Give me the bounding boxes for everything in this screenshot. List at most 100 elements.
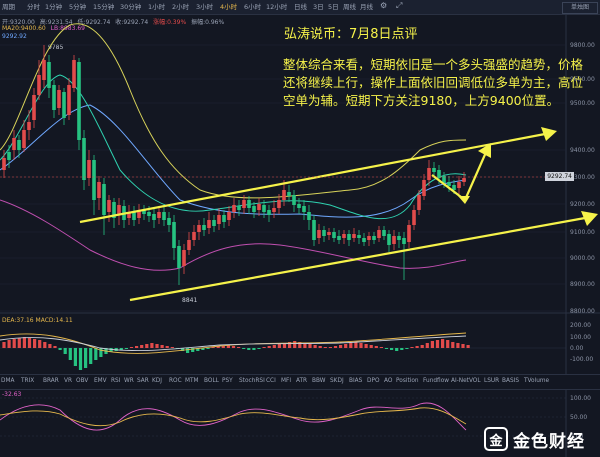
candle-body	[17, 140, 21, 150]
low-value: 低:9292.74	[77, 19, 111, 26]
tab-indicator-trix[interactable]: TRIX	[21, 378, 35, 384]
candle-body	[52, 85, 56, 110]
macd-bar	[395, 348, 399, 351]
tab-indicator-emv[interactable]: EMV	[94, 378, 107, 384]
macd-bar	[145, 344, 149, 348]
projection-arrow-icon	[478, 143, 491, 158]
tab-timeframe-15[interactable]: 月线	[360, 3, 373, 11]
price-axis-label: 9000.00	[570, 255, 595, 262]
tab-indicator-vr[interactable]: VR	[64, 378, 72, 384]
tab-indicator-dpo[interactable]: DPO	[367, 378, 380, 384]
candle-body	[277, 200, 281, 208]
candle-body	[367, 236, 371, 240]
tab-indicator-bbw[interactable]: BBW	[312, 378, 326, 384]
tab-indicator-fundflow[interactable]: Fundflow	[423, 378, 449, 384]
candle-body	[317, 230, 321, 238]
price-axis-label: 9400.00	[570, 147, 595, 154]
tab-indicator-psy[interactable]: PSY	[222, 378, 233, 384]
candle-body	[377, 230, 381, 238]
tab-indicator-skdj[interactable]: SKDJ	[330, 378, 344, 384]
macd-bar	[43, 342, 47, 348]
macd-bar	[150, 343, 154, 348]
settings-gear-icon[interactable]: ⚙	[380, 1, 388, 10]
candle-body	[87, 160, 91, 178]
close-value: 收:9292.74	[115, 19, 149, 26]
brand-watermark: 金 金色财经	[484, 424, 585, 454]
macd-bar	[466, 345, 470, 348]
tab-timeframe-4[interactable]: 30分钟	[120, 3, 142, 11]
tab-timeframe-2[interactable]: 5分钟	[69, 3, 87, 11]
tab-indicator-basis[interactable]: BASIS	[502, 378, 520, 384]
candle-body	[232, 205, 236, 212]
candle-body	[252, 206, 256, 212]
macd-bar	[456, 343, 460, 348]
tab-timeframe-13[interactable]: 5日	[328, 3, 339, 11]
macd-bar	[277, 344, 281, 348]
tab-indicator-dma[interactable]: DMA	[1, 378, 15, 384]
tab-indicator-cci[interactable]: CCI	[266, 378, 276, 384]
candle-body	[162, 212, 166, 220]
candle-body	[137, 210, 141, 218]
tab-timeframe-6[interactable]: 2小时	[172, 3, 190, 11]
candle-body	[332, 232, 336, 238]
macd-bar	[288, 342, 292, 348]
macd-bar	[216, 346, 220, 348]
candle-body	[432, 168, 436, 172]
rsi-axis-label: 100.00	[570, 395, 591, 402]
annotation-title: 弘涛说币：7月8日点评	[284, 27, 418, 42]
macd-bar	[425, 343, 429, 348]
tab-indicator-stochrsi[interactable]: StochRSI	[239, 378, 265, 384]
candle-body	[387, 234, 391, 245]
tab-indicator-boll[interactable]: BOLL	[204, 378, 219, 384]
macd-bar	[242, 348, 246, 349]
macd-bar	[461, 344, 465, 348]
macd-bar	[359, 343, 363, 348]
macd-bar	[186, 348, 190, 353]
candle-body	[407, 225, 411, 242]
macd-bar	[63, 348, 67, 354]
tab-indicator-bias[interactable]: BIAS	[349, 378, 363, 384]
tab-timeframe-9[interactable]: 6小时	[244, 3, 262, 11]
tab-indicator-mtm[interactable]: MTM	[185, 378, 199, 384]
price-axis-label: 9300.00	[570, 174, 595, 181]
tab-timeframe-3[interactable]: 15分钟	[93, 3, 115, 11]
tab-timeframe-1[interactable]: 1分钟	[45, 3, 63, 11]
tab-timeframe-5[interactable]: 1小时	[148, 3, 166, 11]
tab-indicator-mfi[interactable]: MFI	[281, 378, 292, 384]
candle-body	[322, 230, 326, 236]
candle-body	[357, 235, 361, 238]
candle-body	[297, 204, 301, 208]
tab-indicator-kdj[interactable]: KDJ	[152, 378, 162, 384]
tab-timeframe-7[interactable]: 3小时	[196, 3, 214, 11]
tab-indicator-tvolume[interactable]: TVolume	[524, 378, 550, 384]
candle-body	[32, 95, 36, 120]
tab-indicator-obv[interactable]: OBV	[76, 378, 89, 384]
macd-bar	[339, 345, 343, 348]
tab-timeframe-8[interactable]: 4小时	[220, 3, 238, 11]
tab-indicator-atr[interactable]: ATR	[296, 378, 308, 384]
tab-timeframe-0[interactable]: 分时	[27, 3, 40, 11]
candle-body	[82, 138, 86, 180]
tab-indicator-roc[interactable]: ROC	[169, 378, 182, 384]
tab-indicator-rsi[interactable]: RSI	[111, 378, 121, 384]
candle-body	[102, 184, 106, 215]
macd-bar	[415, 346, 419, 348]
tab-indicator-position[interactable]: Position	[396, 378, 419, 384]
tab-indicator-wr[interactable]: WR	[124, 378, 134, 384]
tab-indicator-lsur[interactable]: LSUR	[484, 378, 500, 384]
tab-timeframe-14[interactable]: 周线	[343, 3, 356, 11]
tab-timeframe-12[interactable]: 3日	[313, 3, 324, 11]
chart-type-select[interactable]: 单烛图	[562, 2, 598, 14]
tab-indicator-brar[interactable]: BRAR	[43, 378, 59, 384]
tab-indicator-ai-netvol[interactable]: AI-NetVOL	[451, 378, 481, 384]
tab-indicator-ao[interactable]: AO	[384, 378, 393, 384]
macd-bar	[313, 345, 317, 348]
candle-body	[412, 210, 416, 225]
expand-icon[interactable]: ⤢	[396, 1, 403, 10]
tab-indicator-sar[interactable]: SAR	[137, 378, 149, 384]
candle-body	[457, 182, 461, 188]
rsi-axis-label: 50.00	[570, 414, 587, 421]
tab-timeframe-10[interactable]: 12小时	[266, 3, 288, 11]
tab-timeframe-11[interactable]: 日线	[294, 3, 307, 11]
